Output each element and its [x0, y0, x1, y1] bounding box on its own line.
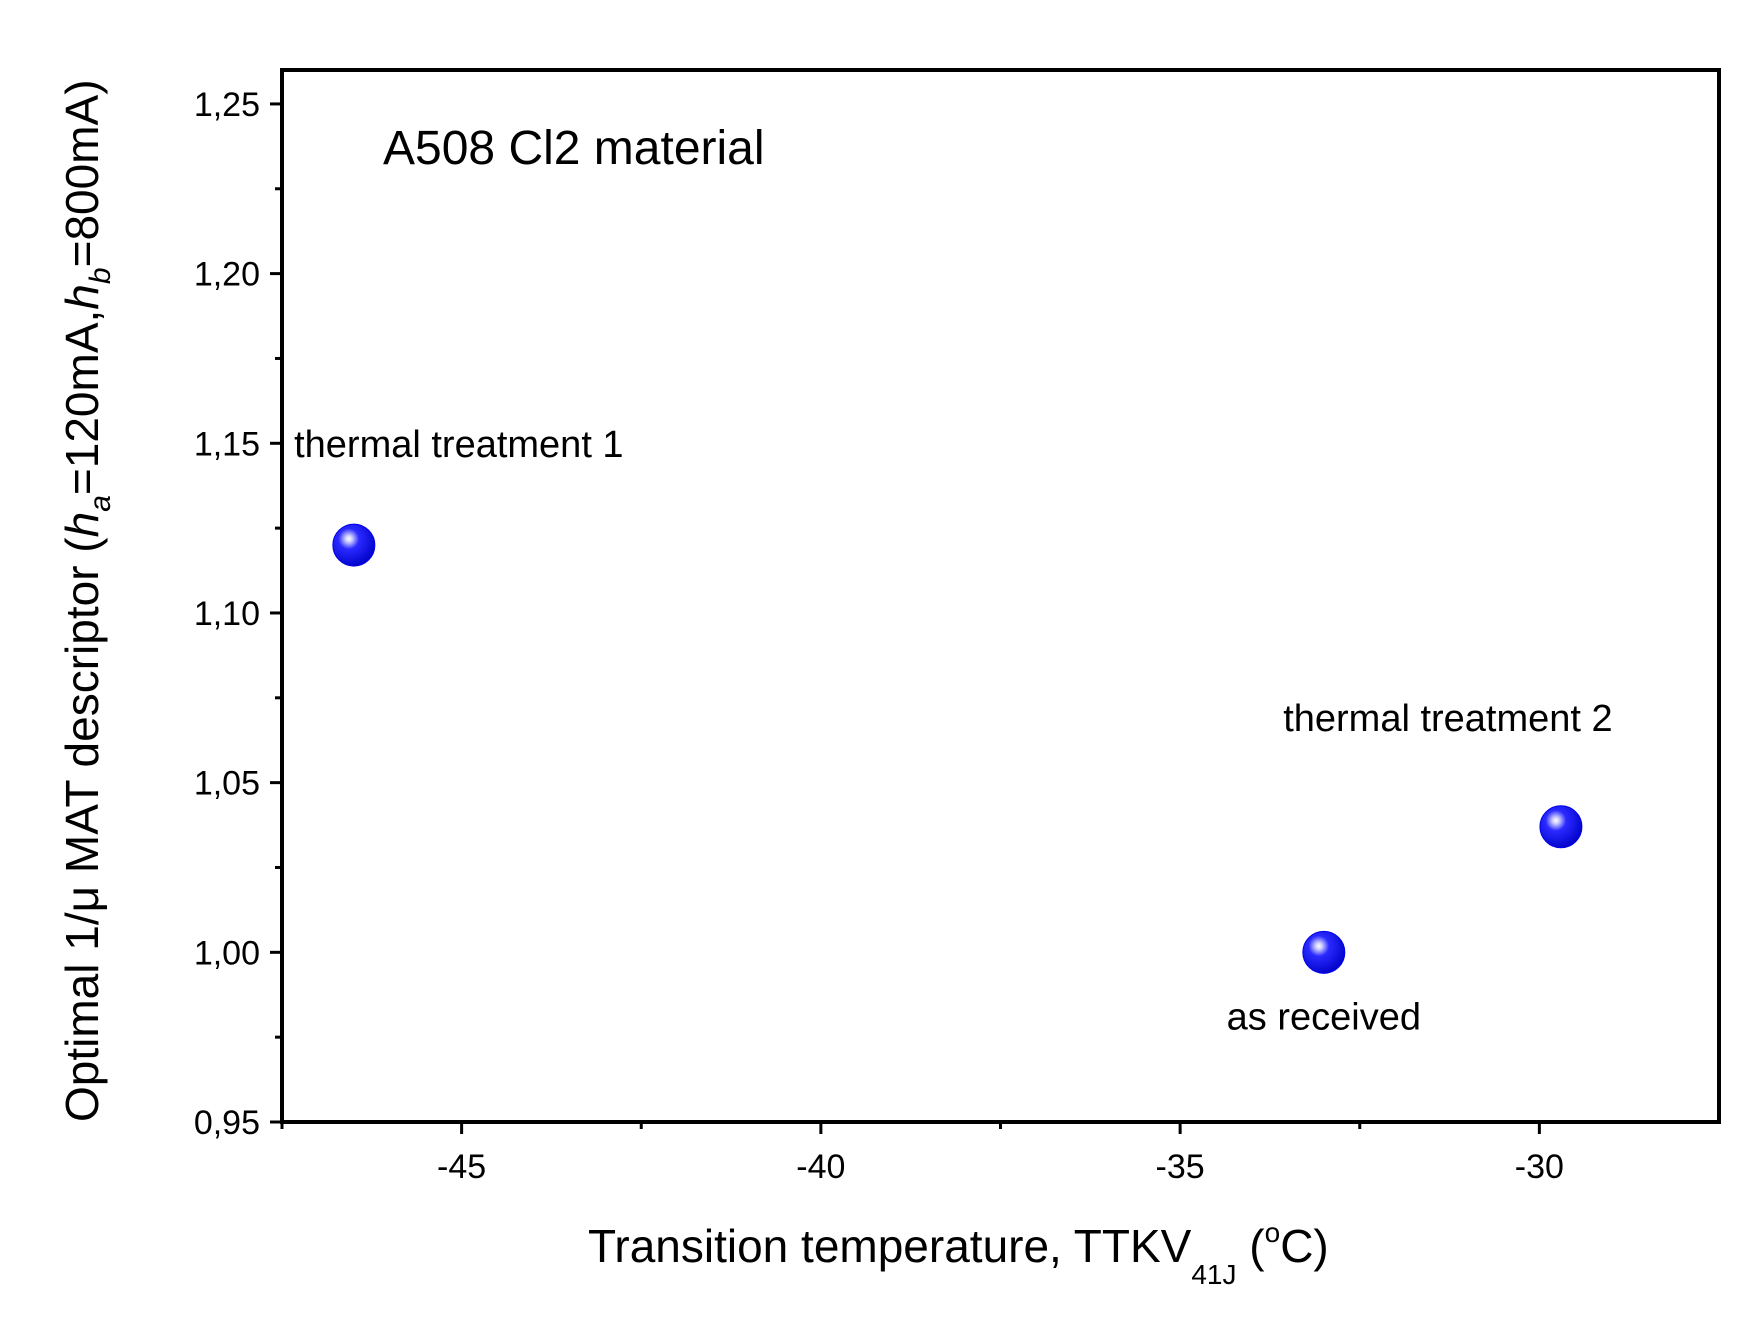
y-axis-title-ha: h: [56, 512, 108, 538]
x-axis-title-subscript: 41J: [1191, 1259, 1236, 1290]
x-axis-title-main: Transition temperature, TTKV: [588, 1220, 1192, 1272]
y-axis-ticks: 0,95 1,00 1,05 1,10 1,15 1,20 1,25: [194, 86, 282, 1142]
data-point: [1302, 930, 1346, 974]
x-tick-label: -30: [1515, 1148, 1564, 1186]
y-tick-label: 1,25: [194, 86, 260, 124]
y-axis-title-ha-sub: a: [84, 495, 117, 512]
y-axis-title-hb-val: =800mA): [56, 79, 108, 267]
y-tick-label: 1,15: [194, 425, 260, 463]
y-tick-label: 0,95: [194, 1104, 260, 1142]
x-axis-title: Transition temperature, TTKV41J (oC): [588, 1217, 1329, 1290]
x-axis-title-unit-sup: o: [1265, 1217, 1281, 1248]
data-point: [332, 523, 376, 567]
data-point: [1539, 805, 1583, 849]
x-tick-label: -45: [437, 1148, 486, 1186]
y-axis-title-hb-sub: b: [84, 267, 117, 284]
y-axis-title-ha-val: =120mA,: [56, 310, 108, 495]
y-tick-label: 1,10: [194, 595, 260, 633]
y-tick-label: 1,05: [194, 765, 260, 803]
y-axis-title-prefix: Optimal 1/μ MAT descriptor (: [56, 537, 108, 1122]
data-points: thermal treatment 1 as received thermal tr…: [294, 424, 1613, 1038]
data-point-label: thermal treatment 2: [1283, 698, 1612, 740]
plot-frame: [280, 68, 1721, 1124]
y-axis-title: Optimal 1/μ MAT descriptor (ha=120mA,hb=…: [56, 79, 117, 1122]
data-point-label: as received: [1227, 996, 1421, 1038]
x-axis-title-unit-rest: C): [1280, 1220, 1329, 1272]
data-point-label: thermal treatment 1: [294, 424, 623, 466]
x-tick-label: -40: [796, 1148, 845, 1186]
x-tick-label: -35: [1156, 1148, 1205, 1186]
y-tick-label: 1,00: [194, 934, 260, 972]
chart-title: A508 Cl2 material: [383, 122, 765, 175]
y-tick-label: 1,20: [194, 256, 260, 294]
x-axis-ticks: -45 -40 -35 -30: [280, 1122, 1564, 1186]
x-axis-title-space: [1237, 1220, 1250, 1272]
y-axis-title-hb: h: [56, 284, 108, 310]
x-axis-title-unit-open: (: [1249, 1220, 1265, 1272]
